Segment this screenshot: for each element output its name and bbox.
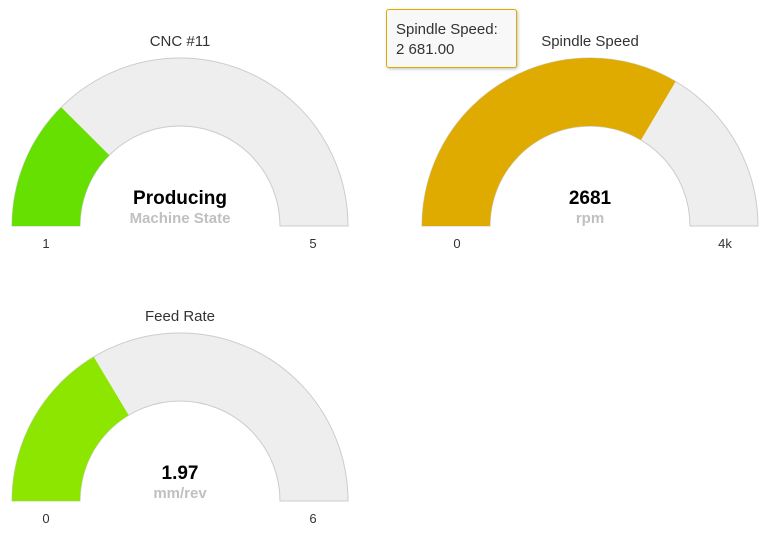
spindle-speed-tooltip: Spindle Speed: 2 681.00 <box>386 9 517 68</box>
gauge-value-label: 2681 <box>569 188 612 209</box>
gauge-value-band[interactable] <box>422 57 676 227</box>
gauge-value-band[interactable] <box>12 356 129 501</box>
gauge-min-label: 0 <box>453 236 460 251</box>
gauge-title: Spindle Speed <box>541 33 639 50</box>
gauge-max-label: 4k <box>718 236 732 251</box>
tooltip-series-label: Spindle Speed: <box>396 21 498 38</box>
gauge-unit-label: mm/rev <box>153 485 207 502</box>
tooltip-value: 2 681.00 <box>396 41 455 58</box>
gauge-max-label: 5 <box>309 236 316 251</box>
gauge-min-label: 1 <box>42 236 49 251</box>
gauge-title: CNC #11 <box>150 33 211 50</box>
gauge-value-label: 1.97 <box>162 463 199 484</box>
gauge-background-band <box>11 57 349 227</box>
gauge-title: Feed Rate <box>145 308 215 325</box>
gauge-unit-label: rpm <box>576 210 604 227</box>
gauge-value-band[interactable] <box>12 107 110 226</box>
gauge-unit-label: Machine State <box>130 210 231 227</box>
gauge-max-label: 6 <box>309 511 316 526</box>
gauge-min-label: 0 <box>42 511 49 526</box>
gauge-value-label: Producing <box>133 188 227 209</box>
